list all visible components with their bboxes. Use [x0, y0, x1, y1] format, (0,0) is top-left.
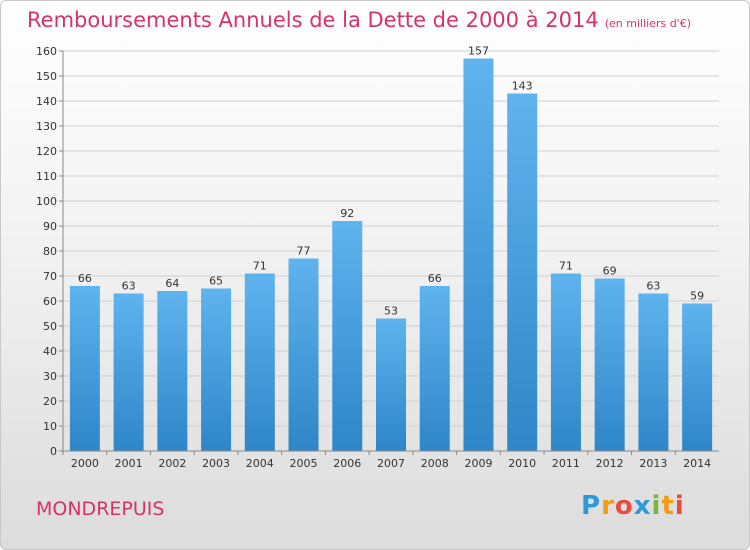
bar-2011	[550, 273, 581, 451]
value-label: 92	[340, 207, 354, 220]
bar-2009	[463, 58, 494, 451]
bar-2013	[638, 293, 669, 451]
y-tick-label: 60	[43, 295, 57, 308]
x-axis: 2000 2001 2002 2003 2004 2005 2006 2007 2008 2009…	[62, 450, 719, 470]
value-label: 71	[253, 260, 267, 273]
commune-name: MONDREPUIS	[36, 498, 165, 520]
bar-2007	[376, 318, 406, 451]
x-tick-label: 2001	[115, 457, 143, 470]
x-tick-label: 2006	[333, 457, 361, 470]
y-tick-label: 70	[43, 270, 57, 283]
y-tick-label: 140	[36, 95, 57, 108]
chart-title: Remboursements Annuels de la Dette de 20…	[27, 8, 691, 32]
y-tick-label: 10	[43, 420, 57, 433]
bar-2003	[201, 288, 232, 451]
x-tick-label: 2010	[508, 457, 536, 470]
y-tick-label: 20	[43, 395, 57, 408]
value-label: 66	[428, 272, 442, 285]
y-tick-label: 0	[50, 445, 57, 458]
y-tick-label: 110	[36, 170, 57, 183]
value-label: 69	[603, 265, 617, 278]
value-label: 77	[297, 245, 311, 258]
value-label: 59	[690, 290, 704, 303]
value-label: 157	[468, 45, 489, 58]
y-tick-label: 160	[36, 45, 57, 58]
y-tick-label: 90	[43, 220, 57, 233]
bar-2010	[507, 93, 538, 451]
y-tick-label: 130	[36, 120, 57, 133]
y-tick-label: 50	[43, 320, 57, 333]
y-tick-label: 80	[43, 245, 57, 258]
value-label: 143	[512, 80, 533, 93]
bar-2008	[419, 286, 450, 451]
x-tick-label: 2005	[290, 457, 318, 470]
x-tick-label: 2012	[596, 457, 624, 470]
x-tick-label: 2004	[246, 457, 274, 470]
x-tick-label: 2013	[639, 457, 667, 470]
y-axis: 0 10 20 30 40 50 60 70 80 90 100 110 120 130 140 150 160	[36, 45, 64, 458]
chart-title-text: Remboursements Annuels de la Dette de 20…	[27, 8, 599, 32]
chart-unit: (en milliers d'€)	[604, 17, 691, 30]
x-tick-label: 2008	[421, 457, 449, 470]
x-tick-label: 2011	[552, 457, 580, 470]
x-tick-label: 2000	[71, 457, 99, 470]
y-tick-label: 150	[36, 70, 57, 83]
x-tick-label: 2014	[683, 457, 711, 470]
value-label: 63	[122, 280, 136, 293]
value-label: 71	[559, 260, 573, 273]
bar-2012	[594, 278, 625, 451]
value-label: 64	[165, 277, 179, 290]
y-tick-label: 30	[43, 370, 57, 383]
bars: 66 63 64 65 71 77 92 53 66 157 143 71 69 63 59	[69, 45, 713, 451]
bar-2000	[69, 286, 100, 451]
bar-2006	[332, 221, 363, 451]
value-label: 65	[209, 275, 223, 288]
x-tick-label: 2009	[464, 457, 492, 470]
value-label: 63	[646, 280, 660, 293]
x-tick-label: 2007	[377, 457, 405, 470]
bar-2014	[682, 303, 713, 451]
y-tick-label: 40	[43, 345, 57, 358]
value-label: 53	[384, 305, 398, 318]
bar-2004	[244, 273, 275, 451]
bar-2001	[113, 293, 144, 451]
value-label: 66	[78, 272, 92, 285]
bar-2002	[157, 291, 188, 451]
x-tick-label: 2002	[158, 457, 186, 470]
proxiti-logo[interactable]: Proxiti	[581, 491, 685, 521]
y-tick-label: 100	[36, 195, 57, 208]
y-tick-label: 120	[36, 145, 57, 158]
x-tick-label: 2003	[202, 457, 230, 470]
bar-2005	[288, 258, 319, 451]
